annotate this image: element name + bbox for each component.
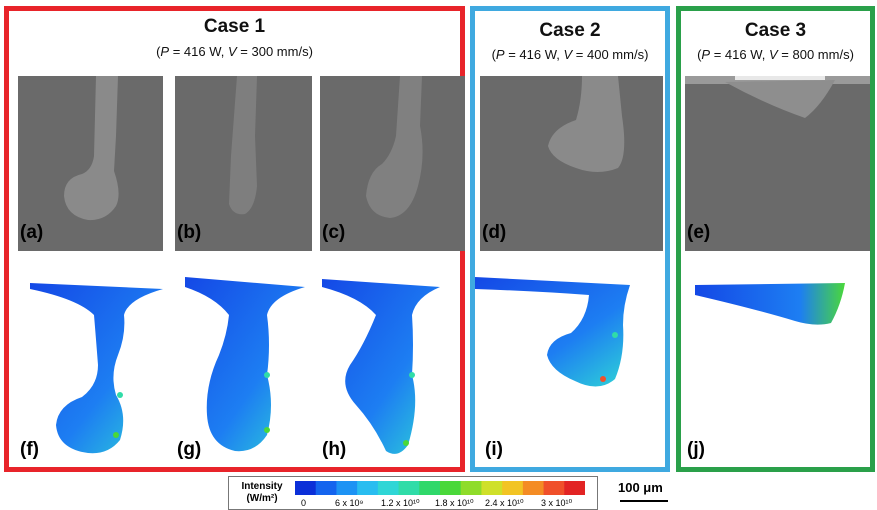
panel-label-g: (g) — [177, 439, 201, 460]
legend-swatch — [460, 481, 482, 495]
legend-swatch — [295, 481, 317, 495]
legend-swatch — [377, 481, 400, 495]
sim-panel-j: (j) — [687, 283, 845, 460]
legend-tick-4: 2.4 x 10¹⁰ — [485, 498, 524, 508]
legend-swatch — [336, 481, 358, 495]
sim-panel-f: (f) — [20, 283, 163, 460]
sim-panel-h: (h) — [322, 279, 440, 460]
legend-swatch — [543, 481, 565, 495]
xray-panel-e: (e) — [685, 76, 870, 251]
sim-panel-i: (i) — [475, 277, 630, 460]
keyhole-shape-e — [685, 76, 870, 118]
melt-surface-f — [30, 283, 163, 454]
legend-swatch — [481, 481, 503, 495]
legend-swatch — [398, 481, 420, 495]
legend-swatch — [419, 481, 441, 495]
keyhole-shape-b — [229, 76, 257, 215]
case-2-box — [470, 6, 670, 472]
case-1-title: Case 1 — [203, 16, 266, 37]
scale-bar-label: 100 μm — [618, 480, 663, 495]
panel-label-b: (b) — [177, 222, 202, 243]
panel-label-j: (j) — [687, 439, 705, 460]
xray-panel-c: (c) — [320, 76, 465, 251]
panel-label-a: (a) — [20, 222, 44, 243]
xray-panel-a: (a) — [18, 76, 163, 251]
keyhole-shape-d — [548, 76, 625, 172]
legend-swatch — [522, 481, 545, 495]
legend-swatch — [357, 481, 379, 495]
melt-surface-g — [185, 277, 305, 452]
legend-tick-2: 1.2 x 10¹⁰ — [381, 498, 420, 508]
panel-label-f: (f) — [20, 439, 39, 460]
panel-label-e: (e) — [687, 222, 711, 243]
sim-panel-g: (g) — [177, 277, 305, 460]
melt-surface-h — [322, 279, 440, 454]
legend-title: Intensity (W/m²) — [241, 481, 283, 504]
panel-label-d: (d) — [482, 222, 507, 243]
legend-colorbar — [295, 481, 585, 495]
legend-swatch — [564, 481, 585, 495]
legend-swatch — [440, 481, 462, 495]
panel-label-h: (h) — [322, 439, 346, 460]
case-3-title: Case 3 — [744, 20, 807, 41]
panel-label-i: (i) — [485, 439, 503, 460]
keyhole-shape-a — [64, 76, 119, 221]
melt-surface-i — [475, 277, 630, 387]
intensity-legend: Intensity (W/m²) 0 6 x 10⁹ 1.2 x 10¹⁰ 1.… — [228, 476, 598, 510]
legend-tick-5: 3 x 10¹⁰ — [541, 498, 573, 508]
melt-surface-j — [695, 283, 845, 325]
case-2-params: (P = 416 W, V = 400 mm/s) — [491, 47, 649, 62]
case-1-params: (P = 416 W, V = 300 mm/s) — [156, 44, 313, 59]
legend-tick-3: 1.8 x 10¹⁰ — [435, 498, 474, 508]
case-2-title: Case 2 — [539, 20, 601, 41]
legend-swatch — [502, 481, 524, 495]
legend-swatch — [315, 481, 337, 495]
legend-tick-labels: 0 6 x 10⁹ 1.2 x 10¹⁰ 1.8 x 10¹⁰ 2.4 x 10… — [295, 498, 585, 510]
case-3-box — [676, 6, 875, 472]
panel-label-c: (c) — [322, 222, 346, 243]
xray-panel-d: (d) — [480, 76, 663, 251]
xray-panel-b: (b) — [175, 76, 312, 251]
scale-bar-line — [620, 500, 668, 502]
keyhole-shape-c — [366, 76, 423, 218]
legend-tick-0: 0 — [301, 498, 307, 508]
legend-tick-1: 6 x 10⁹ — [335, 498, 364, 508]
case-3-params: (P = 416 W, V = 800 mm/s) — [697, 47, 854, 62]
